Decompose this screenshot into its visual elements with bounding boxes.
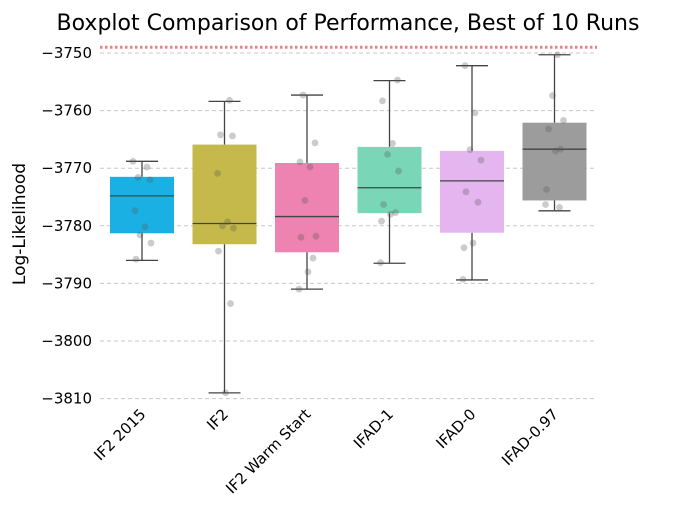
- grid-layer: [100, 52, 597, 400]
- data-point: [141, 223, 149, 231]
- data-point: [147, 239, 155, 247]
- data-point: [134, 174, 142, 181]
- data-point: [309, 254, 317, 262]
- data-point: [143, 163, 151, 171]
- data-point: [296, 158, 304, 166]
- y-tick-label: −3760: [41, 102, 92, 120]
- x-tick-label: IF2 2015: [90, 405, 149, 464]
- box-group-2: [275, 94, 339, 290]
- chart-title: Boxplot Comparison of Performance, Best …: [57, 11, 640, 36]
- x-tick-label: IFAD-0: [432, 405, 479, 452]
- data-point: [471, 109, 479, 117]
- y-axis-label: Log-Likelihood: [10, 163, 30, 285]
- data-point: [311, 139, 319, 147]
- box-group-0: [110, 160, 174, 262]
- data-point: [389, 140, 396, 147]
- data-point: [219, 222, 226, 230]
- data-point: [560, 116, 567, 124]
- data-point: [131, 207, 139, 215]
- data-point: [227, 300, 234, 307]
- y-tick-label: −3790: [41, 274, 92, 292]
- box-layer: [110, 54, 587, 394]
- box: [192, 144, 257, 245]
- data-point: [394, 76, 401, 84]
- data-point: [557, 145, 564, 153]
- point-layer: [129, 51, 567, 397]
- data-point: [217, 131, 224, 139]
- data-point: [549, 92, 556, 100]
- data-point: [224, 218, 231, 226]
- box-group-5: [522, 54, 587, 212]
- box-group-1: [192, 100, 257, 394]
- data-point: [461, 62, 469, 70]
- data-point: [474, 198, 482, 206]
- data-point: [129, 157, 137, 165]
- data-point: [214, 169, 221, 177]
- data-point: [377, 259, 384, 267]
- data-point: [384, 150, 391, 158]
- data-point: [477, 156, 485, 164]
- data-point: [392, 209, 399, 216]
- data-point: [542, 201, 549, 208]
- box: [357, 146, 422, 214]
- y-tick-label: −3800: [41, 332, 92, 350]
- data-point: [543, 186, 550, 193]
- box: [522, 122, 587, 201]
- data-point: [299, 91, 307, 99]
- y-tick-label: −3770: [41, 159, 92, 177]
- data-point: [215, 247, 222, 255]
- y-tick-label: −3750: [41, 44, 92, 62]
- data-point: [462, 188, 470, 196]
- data-point: [304, 268, 312, 276]
- x-tick-label: IFAD-1: [350, 405, 397, 452]
- data-point: [229, 132, 236, 140]
- box-group-4: [440, 65, 504, 281]
- data-point: [552, 147, 559, 155]
- data-point: [554, 51, 561, 59]
- box: [110, 176, 174, 234]
- box-group-3: [357, 79, 422, 264]
- data-point: [312, 232, 320, 240]
- data-point: [136, 231, 144, 239]
- data-point: [379, 97, 386, 105]
- data-point: [395, 167, 402, 175]
- data-point: [146, 176, 154, 184]
- data-point: [132, 255, 140, 263]
- data-point: [469, 239, 477, 247]
- x-tick-label: IF2 Warm Start: [222, 405, 314, 497]
- box: [275, 163, 339, 253]
- data-point: [222, 389, 229, 397]
- y-tick-labels: −3750 −3760 −3770 −3780 −3790 −3800 −3810: [41, 44, 92, 408]
- data-point: [378, 217, 385, 225]
- data-point: [301, 197, 309, 204]
- data-point: [230, 224, 237, 232]
- data-point: [306, 163, 314, 171]
- data-point: [387, 210, 394, 218]
- data-point: [380, 201, 387, 208]
- data-point: [556, 203, 563, 211]
- x-tick-label: IFAD-0.97: [498, 405, 562, 469]
- box: [440, 150, 504, 233]
- data-point: [460, 244, 468, 252]
- x-tick-label: IF2: [203, 405, 232, 434]
- y-tick-label: −3780: [41, 217, 92, 235]
- data-point: [459, 275, 467, 283]
- data-point: [466, 146, 474, 154]
- data-point: [226, 96, 233, 104]
- y-tick-label: −3810: [41, 390, 92, 408]
- data-point: [545, 125, 552, 133]
- data-point: [297, 233, 305, 241]
- data-point: [295, 285, 303, 293]
